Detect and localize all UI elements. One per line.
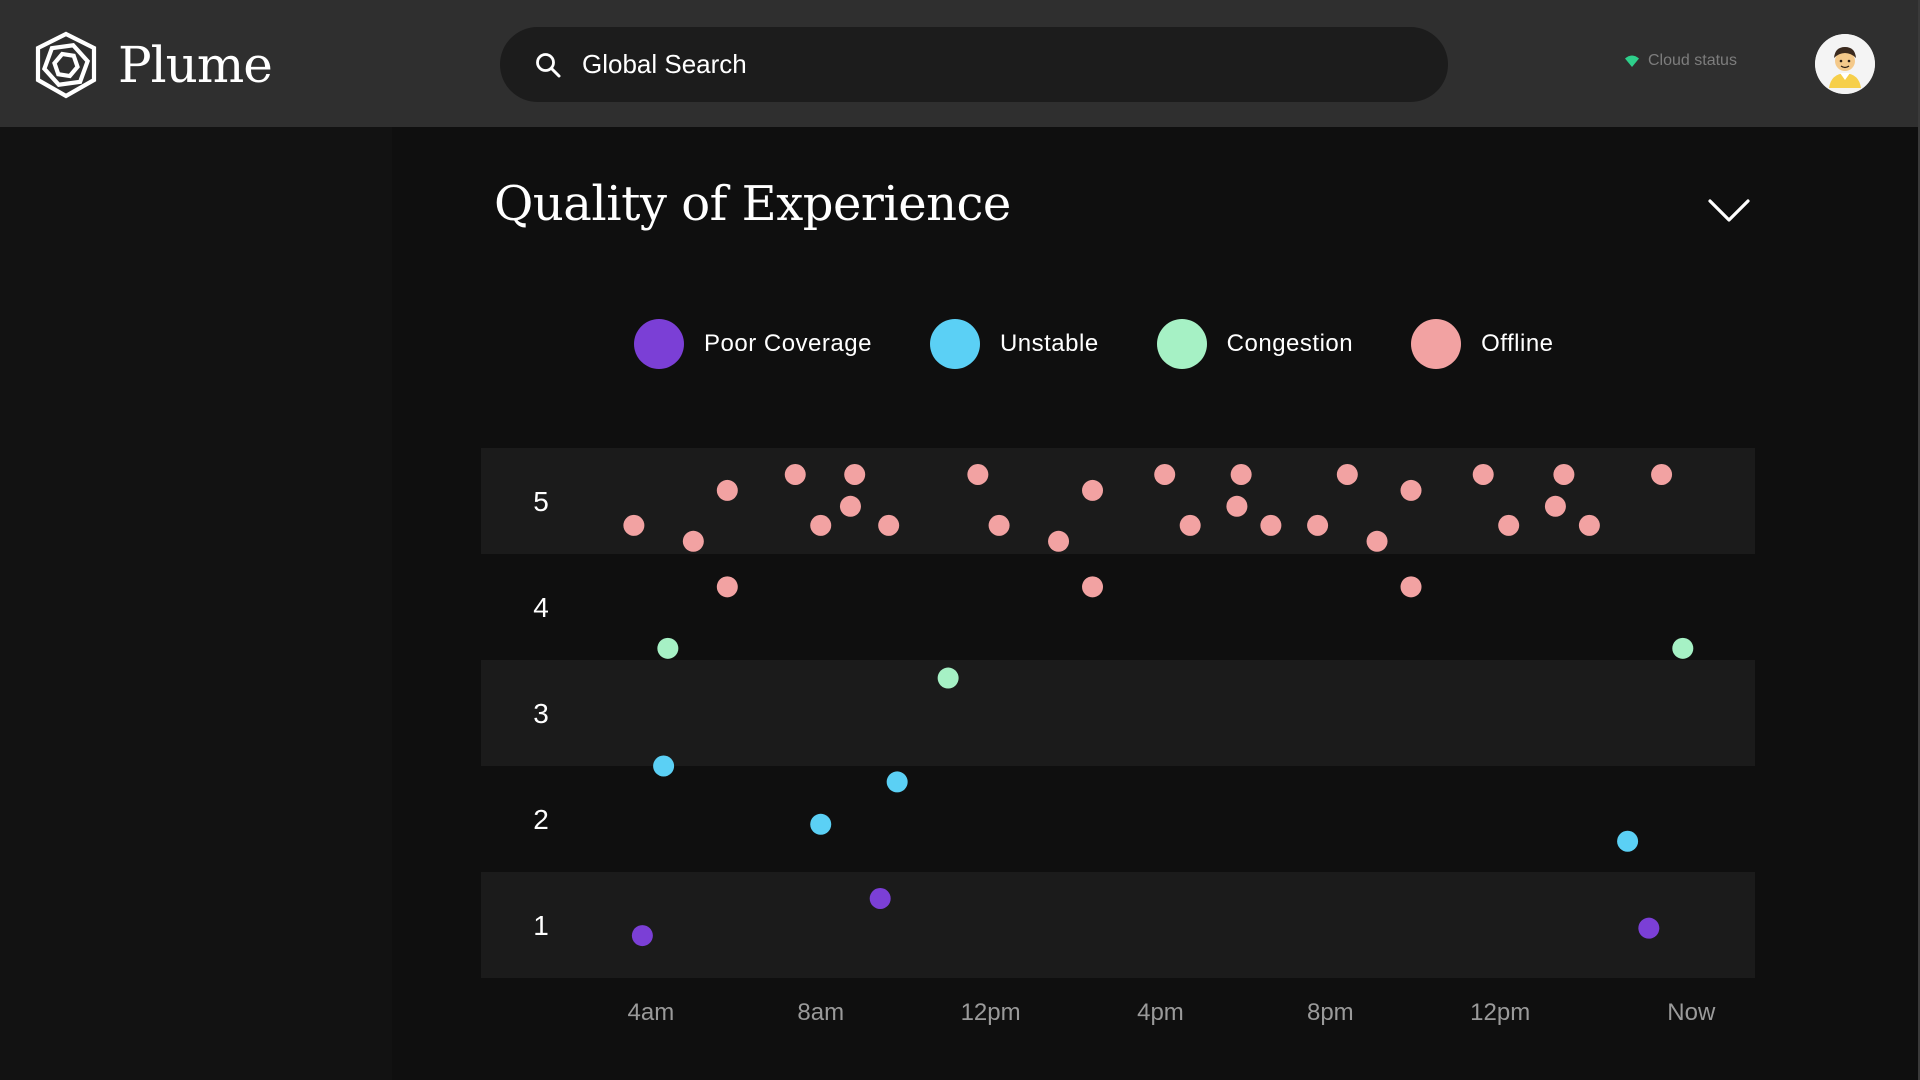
global-search-bar[interactable]	[500, 27, 1448, 102]
data-point-offline	[878, 514, 900, 536]
data-point-offline	[1307, 514, 1329, 536]
brand-name: Plume	[118, 36, 273, 94]
x-tick-label: Now	[1667, 999, 1716, 1026]
data-point-offline	[1544, 495, 1566, 517]
cloud-status-label: Cloud status	[1648, 52, 1737, 69]
data-point-offline	[623, 514, 645, 536]
window-edge	[1918, 0, 1920, 1080]
data-point-offline	[1048, 530, 1070, 552]
x-tick-label: 12pm	[961, 999, 1021, 1026]
data-point-congestion	[657, 637, 679, 659]
legend-dot-congestion	[1156, 319, 1207, 369]
plume-logo-icon	[35, 31, 97, 99]
data-point-offline	[1230, 464, 1252, 485]
data-point-offline	[967, 464, 989, 485]
x-tick-label: 4pm	[1137, 999, 1184, 1026]
data-point-congestion	[1672, 637, 1694, 659]
sidebar	[0, 127, 392, 1080]
data-point-offline	[1553, 464, 1575, 485]
data-point-offline	[1400, 576, 1422, 598]
search-icon	[536, 52, 561, 77]
legend-label: Unstable	[999, 330, 1099, 357]
data-point-offline	[1179, 514, 1201, 536]
data-point-unstable	[886, 771, 908, 793]
x-tick-label: 8pm	[1307, 999, 1354, 1026]
legend-label: Congestion	[1226, 330, 1354, 357]
data-point-offline	[1498, 514, 1520, 536]
y-tick-label: 5	[533, 486, 549, 517]
legend-dot-poor-coverage	[634, 319, 684, 369]
data-point-offline	[1082, 479, 1104, 501]
x-tick-label: 8am	[797, 999, 844, 1026]
data-point-offline	[839, 495, 861, 517]
user-avatar[interactable]	[1815, 34, 1875, 94]
legend-item-offline[interactable]: Offline	[1411, 319, 1553, 369]
data-point-offline	[682, 530, 704, 552]
grid-band	[481, 660, 1755, 766]
legend-item-unstable[interactable]: Unstable	[929, 319, 1099, 369]
chart-legend: Poor Coverage Unstable Congestion Offlin…	[634, 318, 1612, 370]
data-point-offline	[716, 479, 738, 501]
plume-logo[interactable]: Plume	[30, 30, 273, 100]
data-point-congestion	[937, 667, 959, 689]
data-point-offline	[1260, 514, 1282, 536]
y-tick-label: 1	[533, 910, 549, 941]
data-point-offline	[1336, 464, 1358, 485]
data-point-offline	[716, 576, 738, 598]
data-point-offline	[1400, 479, 1422, 501]
user-avatar-icon	[1815, 34, 1875, 94]
legend-item-congestion[interactable]: Congestion	[1156, 319, 1354, 369]
grid-band	[481, 872, 1755, 978]
data-point-unstable	[1617, 830, 1639, 852]
x-tick-label: 4am	[628, 999, 675, 1026]
data-point-poor-coverage	[631, 925, 653, 947]
legend-label: Offline	[1481, 330, 1554, 357]
data-point-offline	[1366, 530, 1388, 552]
global-search-input[interactable]	[580, 48, 1400, 81]
data-point-offline	[810, 514, 832, 536]
data-point-offline	[1472, 464, 1494, 485]
data-point-offline	[844, 464, 866, 485]
data-point-offline	[1082, 576, 1104, 598]
x-tick-label: 12pm	[1470, 999, 1530, 1026]
data-point-offline	[1578, 514, 1600, 536]
y-tick-label: 2	[533, 804, 549, 835]
legend-item-poor-coverage[interactable]: Poor Coverage	[634, 319, 872, 369]
legend-dot-offline	[1411, 319, 1462, 369]
data-point-offline	[1226, 495, 1248, 517]
data-point-offline	[988, 514, 1010, 536]
data-point-offline	[1154, 464, 1176, 485]
data-point-offline	[784, 464, 806, 485]
y-tick-label: 4	[533, 592, 549, 623]
wifi-icon	[1625, 55, 1639, 67]
data-point-unstable	[810, 813, 832, 835]
cloud-status[interactable]: Cloud status	[1624, 52, 1737, 70]
data-point-offline	[1651, 464, 1673, 485]
data-point-unstable	[653, 755, 675, 777]
data-point-poor-coverage	[869, 888, 891, 909]
legend-label: Poor Coverage	[704, 330, 872, 357]
chevron-down-icon[interactable]	[1706, 193, 1752, 227]
panel-title: Quality of Experience	[494, 176, 1011, 232]
top-header: Plume Cloud status	[0, 0, 1920, 127]
legend-dot-unstable	[929, 319, 980, 369]
data-point-poor-coverage	[1638, 917, 1660, 939]
y-tick-label: 3	[533, 698, 549, 729]
